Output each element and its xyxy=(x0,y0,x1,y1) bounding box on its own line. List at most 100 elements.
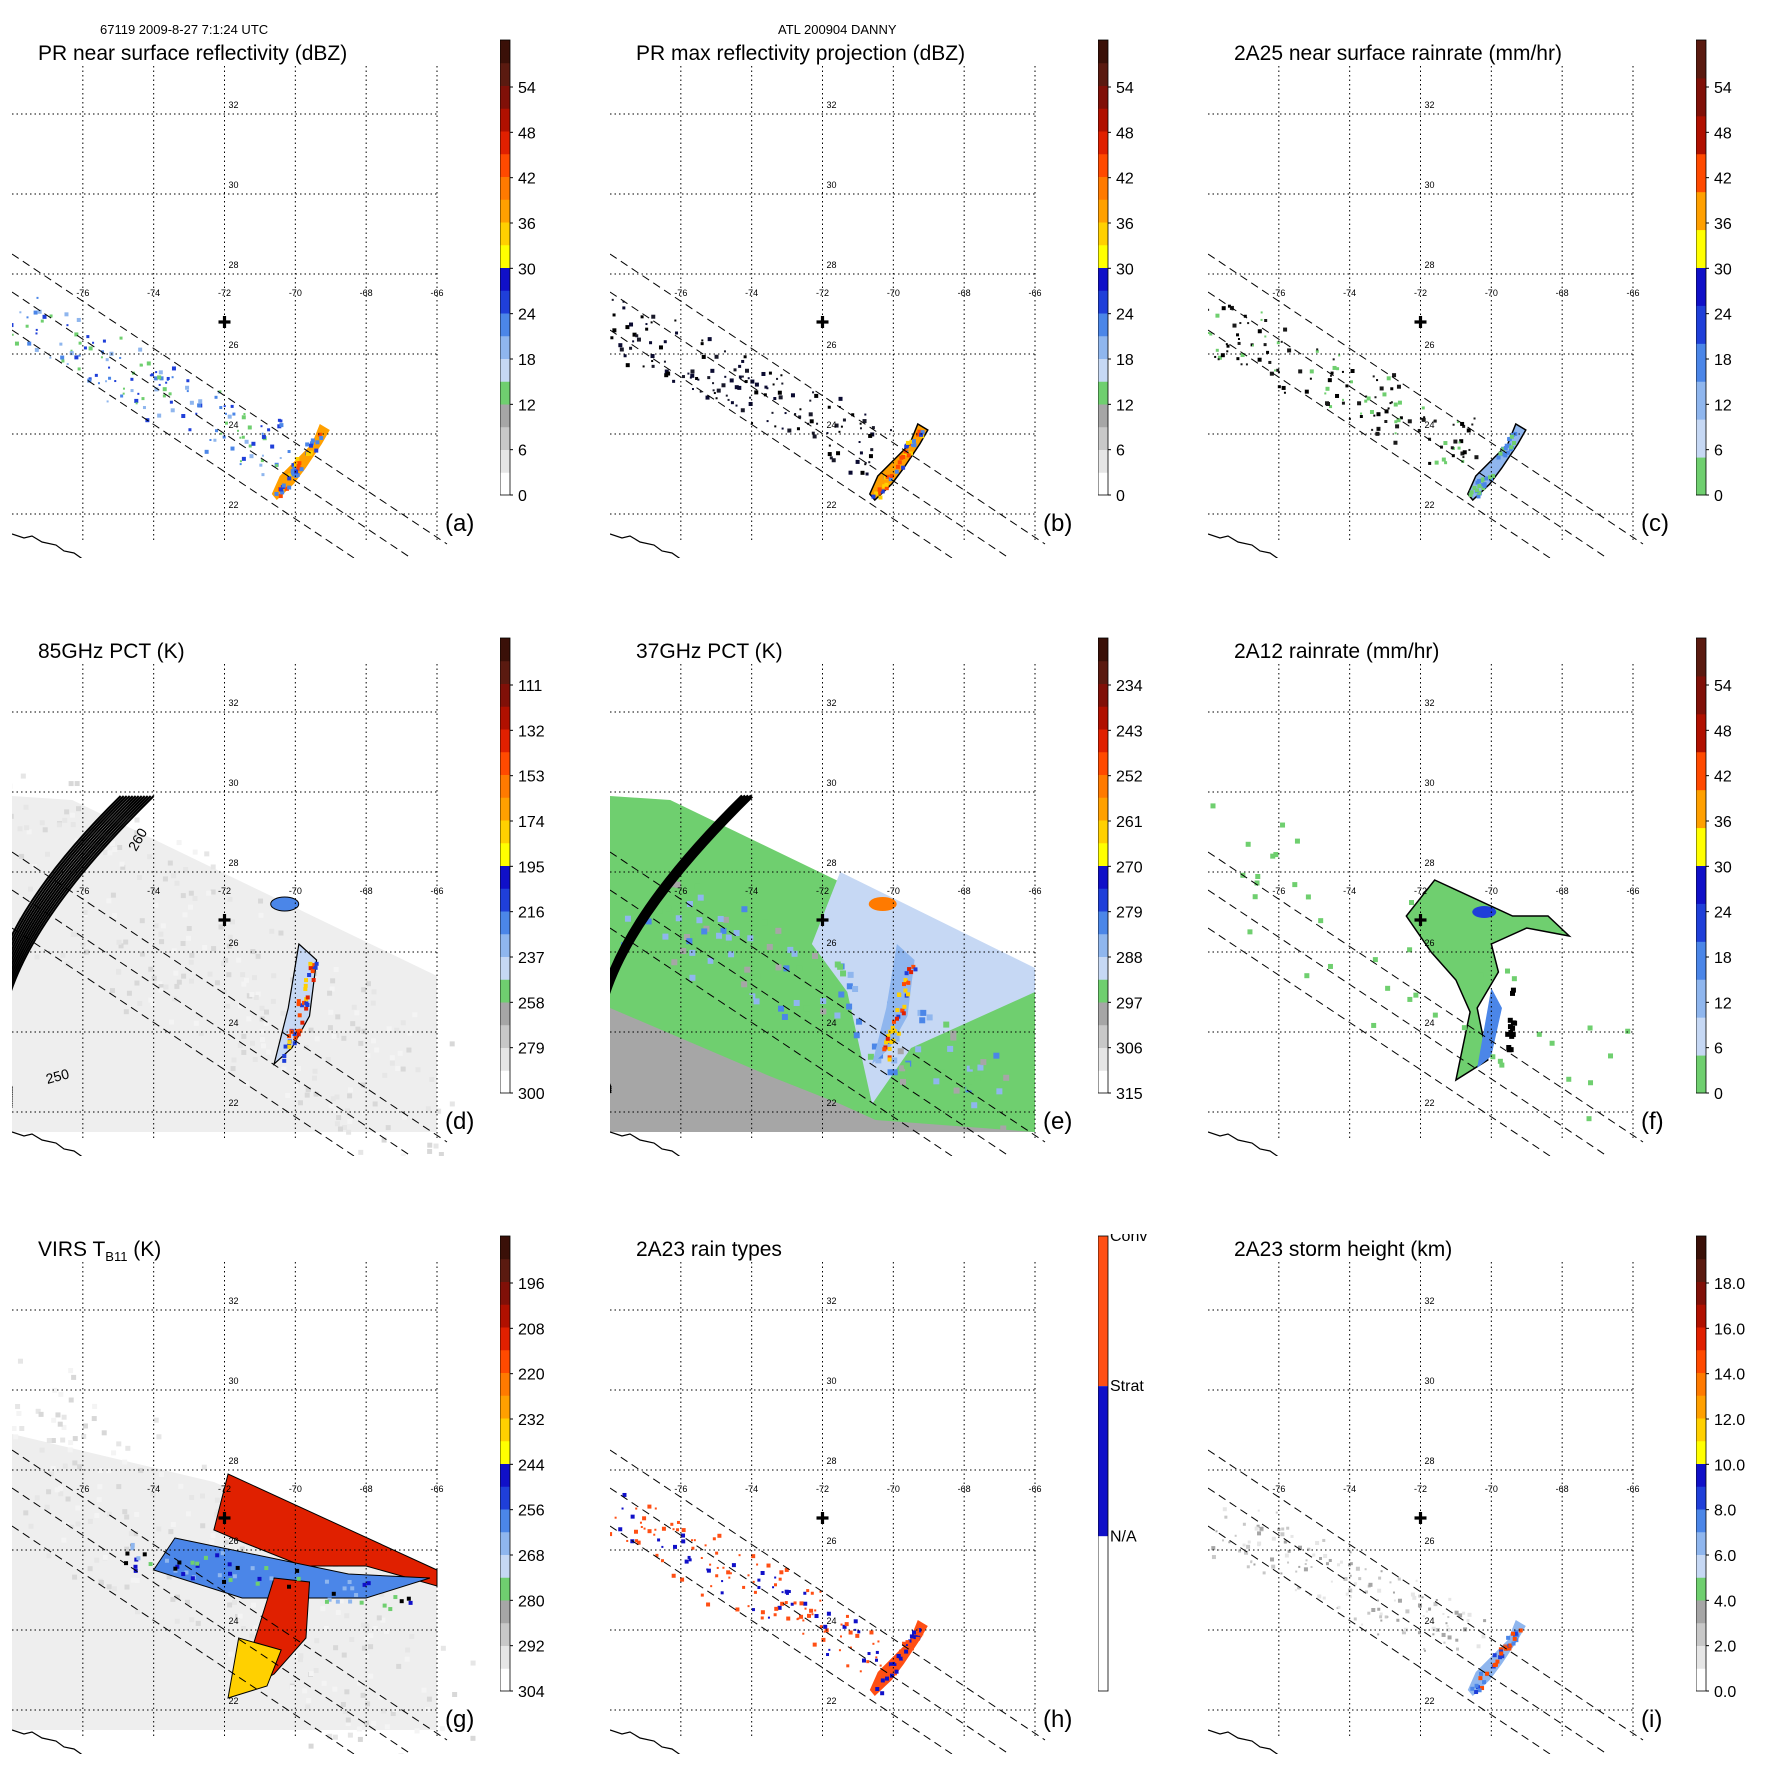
rain-pixel xyxy=(1461,1025,1467,1031)
colorbar-segment xyxy=(500,1418,510,1442)
rain-pixel xyxy=(974,1075,981,1082)
rain-pixel xyxy=(38,1411,44,1417)
colorbar-tick-label: 306 xyxy=(1116,1041,1143,1058)
rain-pixel xyxy=(368,1644,374,1650)
rain-pixel xyxy=(122,392,125,395)
rain-pixel xyxy=(860,470,865,475)
rain-pixel xyxy=(869,1630,874,1635)
rain-pixel xyxy=(202,945,208,951)
lat-tick-label: 28 xyxy=(229,1456,239,1466)
rain-pixel xyxy=(1368,1582,1373,1587)
rain-pixel xyxy=(170,1521,176,1527)
rain-pixel xyxy=(787,1590,791,1594)
storm-center-marker xyxy=(218,316,231,328)
storm-core-pixel xyxy=(1488,475,1493,480)
lat-tick-label: 26 xyxy=(1425,1536,1435,1546)
storm-core-pixel xyxy=(1495,1659,1500,1664)
lon-tick-label: -70 xyxy=(1485,1484,1498,1494)
heavy-rain-core xyxy=(1472,906,1497,918)
lon-tick-label: -70 xyxy=(289,1484,302,1494)
rain-pixel xyxy=(1237,338,1240,341)
rain-pixel xyxy=(197,403,202,408)
rain-pixel xyxy=(1312,1553,1316,1557)
lat-tick-label: 30 xyxy=(1425,1376,1435,1386)
lon-tick-label: -76 xyxy=(76,1484,89,1494)
rain-pixel xyxy=(133,1531,139,1537)
rain-pixel xyxy=(36,296,39,299)
rain-pixel xyxy=(899,1078,906,1085)
lon-tick-label: -74 xyxy=(147,1484,160,1494)
rain-pixel xyxy=(390,1711,396,1717)
storm-core-pixel xyxy=(308,451,313,456)
rain-pixel xyxy=(691,388,694,391)
rain-pixel xyxy=(1443,1641,1446,1644)
storm-core-pixel xyxy=(884,486,889,491)
storm-core-pixel xyxy=(905,1640,910,1645)
rain-pixel xyxy=(314,1638,320,1644)
rain-pixel xyxy=(715,1551,719,1555)
rain-pixel xyxy=(826,432,829,435)
rain-pixel xyxy=(308,1671,314,1677)
rain-pixel xyxy=(174,1618,180,1624)
colorbar-segment xyxy=(1098,358,1108,382)
rain-pixel xyxy=(255,953,261,959)
rain-pixel xyxy=(135,402,138,405)
rain-pixel xyxy=(823,1630,826,1633)
rain-pixel xyxy=(977,1064,984,1071)
rain-pixel xyxy=(1247,322,1250,325)
rain-pixel xyxy=(766,943,773,950)
rain-pixel xyxy=(828,444,831,447)
storm-core-pixel xyxy=(1492,1653,1497,1658)
rain-pixel xyxy=(1377,1607,1381,1611)
rain-pixel xyxy=(1380,1619,1383,1622)
rain-pixel xyxy=(1342,398,1345,401)
rain-pixel xyxy=(671,959,678,966)
rain-pixel xyxy=(872,1642,875,1645)
colorbar-segment xyxy=(500,1070,510,1094)
rain-pixel xyxy=(764,385,768,389)
storm-core-pixel xyxy=(894,1669,899,1674)
colorbar-tick-label: 14.0 xyxy=(1714,1367,1745,1384)
rain-pixel xyxy=(1214,355,1217,358)
colorbar-tick-label: 30 xyxy=(518,261,536,278)
lon-tick-label: -66 xyxy=(430,1484,443,1494)
rain-pixel xyxy=(1264,335,1267,338)
lon-tick-label: -68 xyxy=(360,1484,373,1494)
rain-pixel xyxy=(1431,1626,1436,1631)
colorbar-segment xyxy=(1696,638,1706,677)
storm-core-pixel xyxy=(1489,477,1494,482)
rain-pixel xyxy=(1238,1549,1242,1553)
lon-tick-label: -68 xyxy=(360,886,373,896)
rain-pixel xyxy=(167,860,173,866)
storm-core-pixel xyxy=(1507,436,1512,441)
rain-pixel xyxy=(1335,393,1340,398)
rain-pixel xyxy=(408,1600,413,1605)
storm-core-pixel xyxy=(296,463,301,468)
rain-pixel xyxy=(1510,987,1516,993)
colorbar-segment xyxy=(500,1645,510,1669)
colorbar-tick-label: 12 xyxy=(518,397,536,414)
rain-pixel xyxy=(868,454,873,459)
rain-pixel xyxy=(82,1423,88,1429)
colorbar-segment xyxy=(1098,797,1108,821)
rain-pixel xyxy=(227,934,233,940)
rain-pixel xyxy=(222,435,226,439)
rain-pixel xyxy=(137,1000,143,1006)
lat-tick-label: 22 xyxy=(1425,1696,1435,1706)
colorbar-segment xyxy=(500,1002,510,1026)
rain-pixel xyxy=(969,1063,976,1070)
rain-pixel xyxy=(324,1599,329,1604)
colorbar-segment xyxy=(500,1600,510,1624)
storm-core-pixel xyxy=(917,429,922,434)
rain-pixel xyxy=(879,1664,882,1667)
rain-pixel xyxy=(1458,441,1461,444)
rain-pixel xyxy=(81,892,87,898)
rain-pixel xyxy=(889,1040,894,1045)
storm-core-pixel xyxy=(884,1676,889,1681)
rain-pixel xyxy=(23,804,29,810)
storm-core-pixel xyxy=(904,443,909,448)
rain-pixel xyxy=(426,1696,432,1702)
rain-pixel xyxy=(1322,1538,1326,1542)
colorbar-segment xyxy=(1696,457,1706,496)
rain-pixel xyxy=(1409,900,1415,906)
